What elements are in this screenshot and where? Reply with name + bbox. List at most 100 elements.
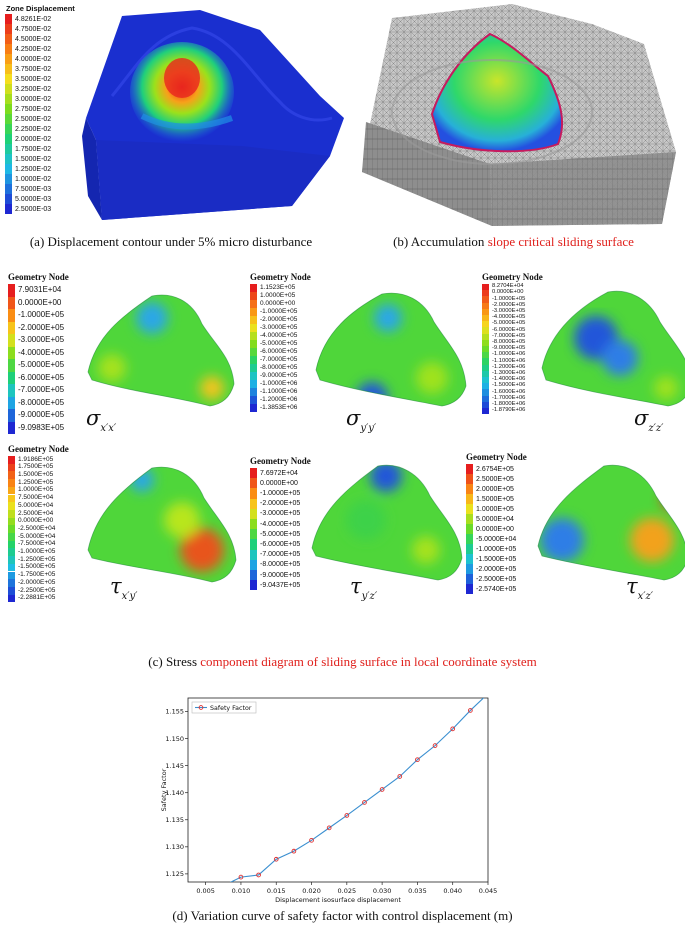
data-point: [379, 787, 385, 792]
legend-swatch: [8, 479, 15, 487]
legend-swatch: [8, 321, 15, 334]
legend-label: 5.0000E+04: [18, 501, 54, 509]
legend-label: -4.0000E+05: [260, 331, 298, 339]
legend-label: -2.0000E+05: [260, 315, 298, 323]
legend-label: 7.5000E-03: [15, 185, 52, 193]
legend-label: 2.6754E+05: [476, 465, 514, 473]
legend-swatch: [8, 525, 15, 533]
legend-swatch: [250, 348, 257, 356]
legend-swatch: [466, 524, 473, 534]
y-tick-label: 1.150: [165, 735, 184, 743]
legend-swatch: [466, 574, 473, 584]
legend-swatch: [5, 144, 12, 154]
legend-label: -3.0000E+05: [260, 323, 298, 331]
legend-swatch: [8, 296, 15, 309]
legend-swatch: [5, 74, 12, 84]
legend-swatch: [5, 84, 12, 94]
legend-label: -1.0000E+06: [492, 351, 526, 358]
data-point: [450, 726, 456, 732]
legend-swatch: [250, 498, 257, 509]
legend-label: -1.8000E+06: [492, 401, 526, 407]
legend-label: 1.0000E+05: [260, 291, 296, 299]
stress-plot-legend-title: Geometry Node: [8, 444, 69, 454]
legend-label: 1.7500E-02: [15, 145, 52, 153]
legend-swatch: [8, 517, 15, 526]
data-point: [415, 757, 420, 763]
legend-swatch: [5, 204, 12, 214]
legend-label: -1.3853E+06: [260, 403, 298, 411]
legend-label: -1.2000E+06: [260, 395, 298, 403]
legend-label: -1.7000E+06: [492, 394, 526, 401]
legend-label: -1.0000E+05: [18, 548, 56, 555]
stress-symbol-letter: σ: [86, 406, 101, 430]
legend-swatch: [482, 408, 489, 415]
legend-label: -5.0000E+04: [476, 535, 517, 543]
legend-label: -2.2881E+05: [18, 594, 56, 602]
panel-c-caption-prefix: (c) Stress: [148, 654, 201, 669]
legend-swatch: [250, 539, 257, 550]
x-tick-label: 0.015: [267, 887, 286, 895]
legend-swatch: [8, 409, 15, 422]
legend-swatch: [250, 332, 257, 340]
panel-b-caption-highlight: slope critical sliding surface: [487, 234, 634, 249]
panel-a-caption: (a) Displacement contour under 5% micro …: [29, 234, 313, 249]
legend-label: -5.0000E+05: [260, 339, 298, 347]
legend-label: 4.5000E-02: [15, 35, 52, 43]
legend-label: 0.0000E+00: [18, 517, 54, 525]
chart-legend: [191, 701, 257, 714]
legend-swatch: [482, 302, 489, 309]
legend-label: -1.0000E+05: [260, 307, 298, 315]
stress-symbol-subscript: x′x′: [100, 423, 117, 434]
legend-label: 5.0000E-03: [15, 195, 52, 203]
legend-label: -4.0000E+05: [18, 347, 65, 357]
stress-plot: Geometry Node 1.1523E+05 1.0000E+05 0.0000E…: [230, 264, 467, 434]
sliding-surface-contour: [87, 294, 235, 407]
legend-swatch: [5, 24, 12, 34]
sliding-surface-contour: [541, 290, 685, 407]
sliding-surface-contour: [87, 466, 237, 583]
legend-swatch: [250, 324, 257, 332]
legend-label: -1.0000E+05: [18, 310, 65, 320]
legend-swatch: [250, 356, 257, 364]
panel-a-legend-title: Zone Displacement: [6, 4, 75, 13]
legend-label: 1.1523E+05: [260, 283, 296, 291]
legend-swatch: [5, 54, 12, 64]
panel-c-caption-highlight: component diagram of sliding surface in …: [200, 654, 537, 669]
legend-label: 2.5000E-03: [15, 205, 52, 213]
legend-label: 0.0000E+00: [260, 479, 298, 487]
legend-label: -1.7500E+05: [18, 571, 56, 579]
legend-label: 8.2704E+04: [492, 283, 524, 290]
stress-symbol-letter: τ: [110, 574, 122, 598]
stress-plot: Geometry Node 7.6972E+04 0.0000E+00 -1.0000…: [230, 432, 463, 602]
legend-swatch: [250, 508, 257, 519]
data-point: [362, 800, 367, 805]
legend-label: -1.0000E+05: [260, 490, 301, 497]
legend-swatch: [8, 334, 15, 347]
legend-label: 1.2500E+05: [18, 478, 54, 486]
legend-label: -9.0000E+05: [492, 345, 526, 352]
panel-c: Geometry Node 7.9031E+04 0.0000E+00 -1.0000…: [0, 264, 685, 684]
legend-label: 1.0000E-02: [15, 175, 52, 183]
legend-swatch: [8, 502, 15, 510]
legend-label: -2.5000E+04: [18, 524, 56, 532]
legend-swatch: [5, 64, 12, 74]
sliding-surface-contour: [315, 292, 467, 407]
stress-symbol-letter: σ: [346, 406, 361, 430]
stress-symbol-subscript: y′z′: [361, 591, 378, 602]
legend-marker-sample: [198, 705, 204, 710]
legend-swatch: [482, 370, 489, 377]
legend-label: -5.0000E+05: [492, 320, 526, 327]
legend-swatch: [250, 549, 257, 560]
plot-frame: [187, 697, 489, 883]
legend-swatch: [8, 384, 15, 397]
legend-swatch: [5, 34, 12, 44]
legend-swatch: [482, 321, 489, 328]
legend-swatch: [482, 346, 489, 353]
legend-swatch: [466, 534, 473, 544]
legend-swatch: [250, 308, 257, 316]
legend-label: -9.0983E+05: [18, 422, 65, 432]
x-tick-label: 0.010: [232, 887, 251, 895]
legend-label: -7.0000E+05: [260, 551, 301, 559]
x-tick-label: 0.025: [338, 887, 357, 895]
legend-swatch: [5, 104, 12, 114]
